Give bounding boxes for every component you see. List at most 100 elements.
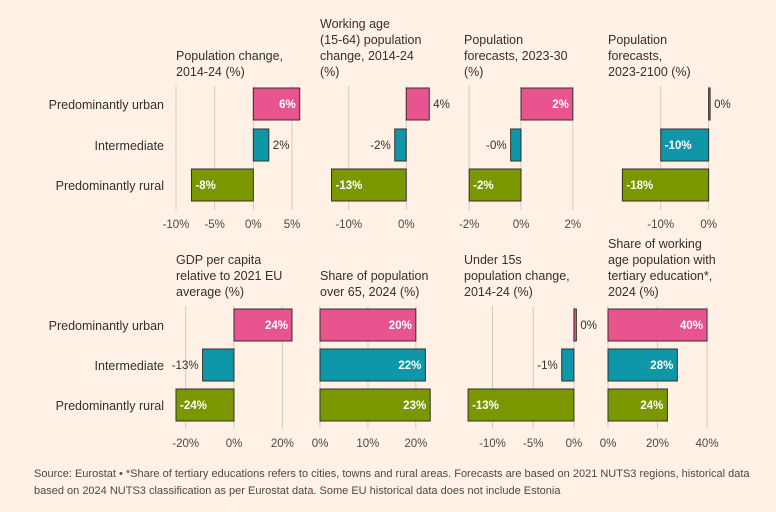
value-label-intermediate: 22% bbox=[398, 360, 421, 372]
tick-label: 0% bbox=[398, 219, 415, 231]
panel-title-line: 2024 (%) bbox=[608, 285, 659, 299]
bar-urban bbox=[319, 308, 417, 342]
value-label-urban: 0% bbox=[714, 99, 731, 111]
bar-rural bbox=[621, 168, 710, 202]
tick-label: -10% bbox=[647, 219, 674, 231]
value-label-urban: 6% bbox=[279, 99, 296, 111]
bar-rural bbox=[468, 168, 522, 202]
value-label-rural: -13% bbox=[336, 180, 363, 192]
panel-title-line: tertiary education*, bbox=[608, 269, 712, 283]
bar-rural bbox=[331, 168, 407, 202]
panel-title-line: forecasts, 2023-30 bbox=[464, 49, 568, 63]
bar-intermediate bbox=[607, 348, 678, 382]
value-label-rural: -24% bbox=[180, 400, 207, 412]
bar-rural bbox=[190, 168, 254, 202]
tick-label: 20% bbox=[271, 438, 294, 450]
tick-label: -20% bbox=[172, 438, 199, 450]
panel-title-line: 2023-2100 (%) bbox=[608, 65, 691, 79]
tick-label: 40% bbox=[696, 438, 719, 450]
panel-3: Population forecasts, 2023-30 (%) -2% 0% 2% 2%… bbox=[459, 33, 581, 231]
row-label-rural: Predominantly rural bbox=[56, 399, 164, 413]
tick-label: -10% bbox=[335, 219, 362, 231]
value-label-urban: 4% bbox=[433, 99, 450, 111]
panel-title-line: Population bbox=[464, 33, 523, 47]
value-label-rural: -2% bbox=[473, 180, 493, 192]
value-label-intermediate: 28% bbox=[650, 360, 673, 372]
bar-urban bbox=[405, 87, 430, 121]
panel-title-line: Share of working bbox=[608, 237, 702, 251]
source-note: Source: Eurostat • *Share of tertiary ed… bbox=[34, 468, 750, 497]
tick-label: 0% bbox=[226, 438, 243, 450]
bar-intermediate bbox=[319, 348, 426, 382]
panel-5: GDP per capita relative to 2021 EU average… bbox=[172, 253, 294, 450]
bar-urban bbox=[708, 87, 711, 121]
value-label-rural: 23% bbox=[403, 400, 426, 412]
panel-6: Share of population over 65, 2024 (%) 0% 10… bbox=[312, 269, 431, 450]
value-label-urban: 40% bbox=[680, 320, 703, 332]
panel-7: Under 15s population change, 2014-24 (%) -1… bbox=[464, 253, 597, 450]
bar-intermediate bbox=[202, 348, 235, 382]
value-label-rural: -13% bbox=[472, 400, 499, 412]
tick-label: 0% bbox=[513, 219, 530, 231]
chart-canvas: Predominantly urban Intermediate Predomina… bbox=[49, 17, 731, 450]
panel-title-line: Share of population bbox=[320, 269, 428, 283]
bar-urban bbox=[607, 308, 708, 342]
panel-8: Share of working age population with terti… bbox=[600, 237, 719, 450]
tick-label: 0% bbox=[566, 438, 583, 450]
bar-rural bbox=[467, 388, 575, 422]
bar-urban bbox=[573, 308, 577, 342]
panel-title-line: average (%) bbox=[176, 285, 244, 299]
panel-title-line: (%) bbox=[464, 65, 483, 79]
row-label-urban: Predominantly urban bbox=[49, 98, 164, 112]
panel-title-line: GDP per capita bbox=[176, 253, 261, 267]
bar-intermediate bbox=[252, 128, 270, 162]
bar-rural bbox=[175, 388, 235, 422]
tick-label: 0% bbox=[700, 219, 717, 231]
value-label-rural: 24% bbox=[640, 400, 663, 412]
bar-intermediate bbox=[561, 348, 575, 382]
bar-urban bbox=[520, 87, 574, 121]
panel-title-line: age population with bbox=[608, 253, 716, 267]
value-label-intermediate: -13% bbox=[172, 360, 199, 372]
bar-urban bbox=[233, 308, 293, 342]
value-label-intermediate: 2% bbox=[273, 140, 290, 152]
value-label-rural: -8% bbox=[195, 180, 215, 192]
panel-title-line: (%) bbox=[320, 65, 339, 79]
panel-title-line: Under 15s bbox=[464, 253, 522, 267]
value-label-intermediate: -1% bbox=[537, 360, 557, 372]
panel-title-line: 2014-24 (%) bbox=[464, 285, 533, 299]
tick-label: -10% bbox=[163, 219, 190, 231]
bar-intermediate bbox=[510, 128, 522, 162]
value-label-intermediate: -10% bbox=[665, 140, 692, 152]
bar-rural bbox=[319, 388, 431, 422]
tick-label: 0% bbox=[245, 219, 262, 231]
value-label-urban: 20% bbox=[389, 320, 412, 332]
tick-label: 2% bbox=[565, 219, 582, 231]
panel-title-line: relative to 2021 EU bbox=[176, 269, 282, 283]
panel-1: Population change, 2014-24 (%) -10% -5% 0% 5%… bbox=[163, 49, 301, 231]
tick-label: -5% bbox=[204, 219, 224, 231]
tick-label: -5% bbox=[523, 438, 543, 450]
panel-title-line: Population bbox=[608, 33, 667, 47]
tick-label: 0% bbox=[312, 438, 329, 450]
tick-label: 20% bbox=[646, 438, 669, 450]
tick-label: 0% bbox=[600, 438, 617, 450]
panel-title-line: 2014-24 (%) bbox=[176, 65, 245, 79]
panel-title-line: forecasts, bbox=[608, 49, 662, 63]
panel-title-line: population change, bbox=[464, 269, 570, 283]
panel-title-line: Population change, bbox=[176, 49, 283, 63]
row-label-rural: Predominantly rural bbox=[56, 179, 164, 193]
bar-intermediate bbox=[660, 128, 710, 162]
value-label-urban: 0% bbox=[580, 320, 597, 332]
panel-title-line: over 65, 2024 (%) bbox=[320, 285, 419, 299]
value-label-rural: -18% bbox=[626, 180, 653, 192]
tick-label: -10% bbox=[479, 438, 506, 450]
row-label-intermediate: Intermediate bbox=[95, 139, 165, 153]
row-label-urban: Predominantly urban bbox=[49, 319, 164, 333]
panel-title-line: change, 2014-24 bbox=[320, 49, 414, 63]
tick-label: 5% bbox=[284, 219, 301, 231]
value-label-urban: 24% bbox=[265, 320, 288, 332]
tick-label: -2% bbox=[459, 219, 479, 231]
value-label-intermediate: -2% bbox=[370, 140, 390, 152]
panel-title-line: (15-64) population bbox=[320, 33, 422, 47]
